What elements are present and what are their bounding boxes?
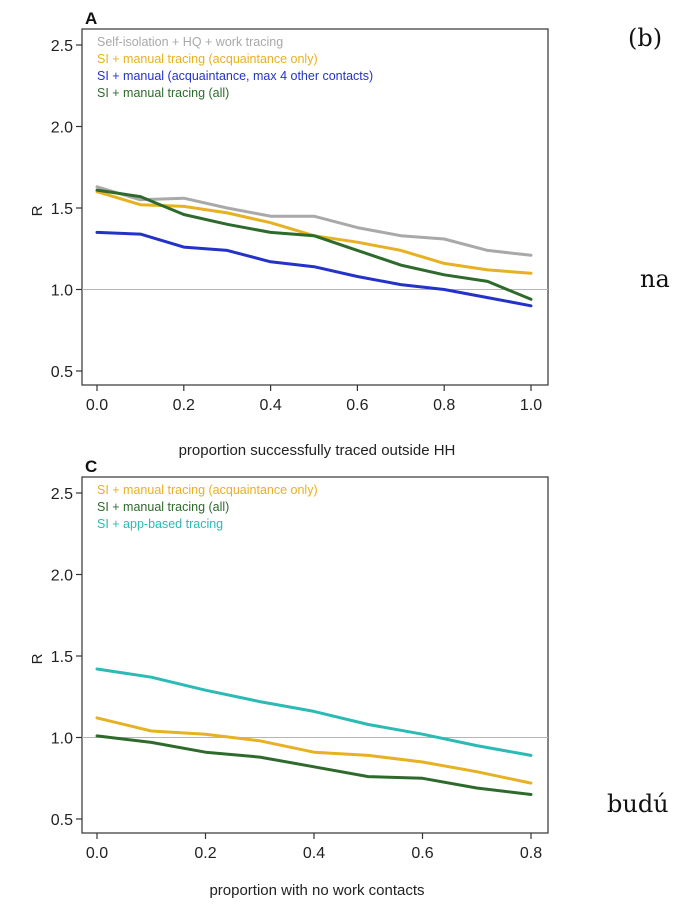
x-tick-label: 0.4 [303,845,325,862]
y-tick-label: 2.0 [51,568,73,585]
series-line-1 [95,716,533,785]
legend-entry-3: SI + manual (acquaintance, max 4 other c… [97,69,373,83]
series-line-2 [95,734,533,796]
y-tick-label: 1.0 [51,731,73,748]
x-axis-label: proportion successfully traced outside H… [179,442,456,459]
plot-frame [81,476,549,834]
series-line-4 [95,188,533,301]
series-line-3 [95,230,533,308]
y-axis-label: R [29,653,46,664]
legend-entry-4: SI + manual tracing (all) [97,86,229,100]
series-line-2 [95,190,533,275]
panel-label: A [85,9,97,28]
x-tick-label: 1.0 [520,397,542,414]
legend-entry-3: SI + app-based tracing [97,517,223,531]
x-tick-label: 0.2 [173,397,195,414]
panel-tag-b: (b) [628,24,663,52]
y-tick-label: 2.0 [51,120,73,137]
legend-entry-1: Self-isolation + HQ + work tracing [97,35,283,49]
x-tick-label: 0.6 [346,397,368,414]
y-axis-label: R [29,205,46,216]
plot-frame [81,28,549,386]
panel-label: C [85,457,97,476]
x-tick-label: 0.0 [86,845,108,862]
y-tick-label: 1.0 [51,283,73,300]
legend-entry-1: SI + manual tracing (acquaintance only) [97,483,318,497]
y-tick-label: 2.5 [51,486,73,503]
x-tick-label: 0.6 [411,845,433,862]
y-tick-label: 0.5 [51,364,73,381]
y-tick-label: 2.5 [51,38,73,55]
x-axis-label: proportion with no work contacts [209,882,424,899]
chart-panel-a: A 0.5 1.0 1.5 2.0 2.5 0.0 0.2 0.4 0.6 0.8 1.0 propor… [29,9,549,459]
y-tick-label: 1.5 [51,201,73,218]
series-line-3 [95,667,533,757]
y-tick-label: 0.5 [51,812,73,829]
side-word-na: na [640,265,670,293]
y-tick-label: 1.5 [51,649,73,666]
chart-panel-c: C 0.5 1.0 1.5 2.0 2.5 0.0 0.2 0.4 0.6 0.8 proportio… [29,457,549,899]
side-word-budu: budú [607,790,669,818]
x-tick-label: 0.4 [259,397,281,414]
x-tick-label: 0.2 [194,845,216,862]
legend-entry-2: SI + manual tracing (acquaintance only) [97,52,318,66]
x-tick-label: 0.8 [520,845,542,862]
legend-entry-2: SI + manual tracing (all) [97,500,229,514]
x-tick-label: 0.0 [86,397,108,414]
x-tick-label: 0.8 [433,397,455,414]
series-line-1 [95,185,533,257]
